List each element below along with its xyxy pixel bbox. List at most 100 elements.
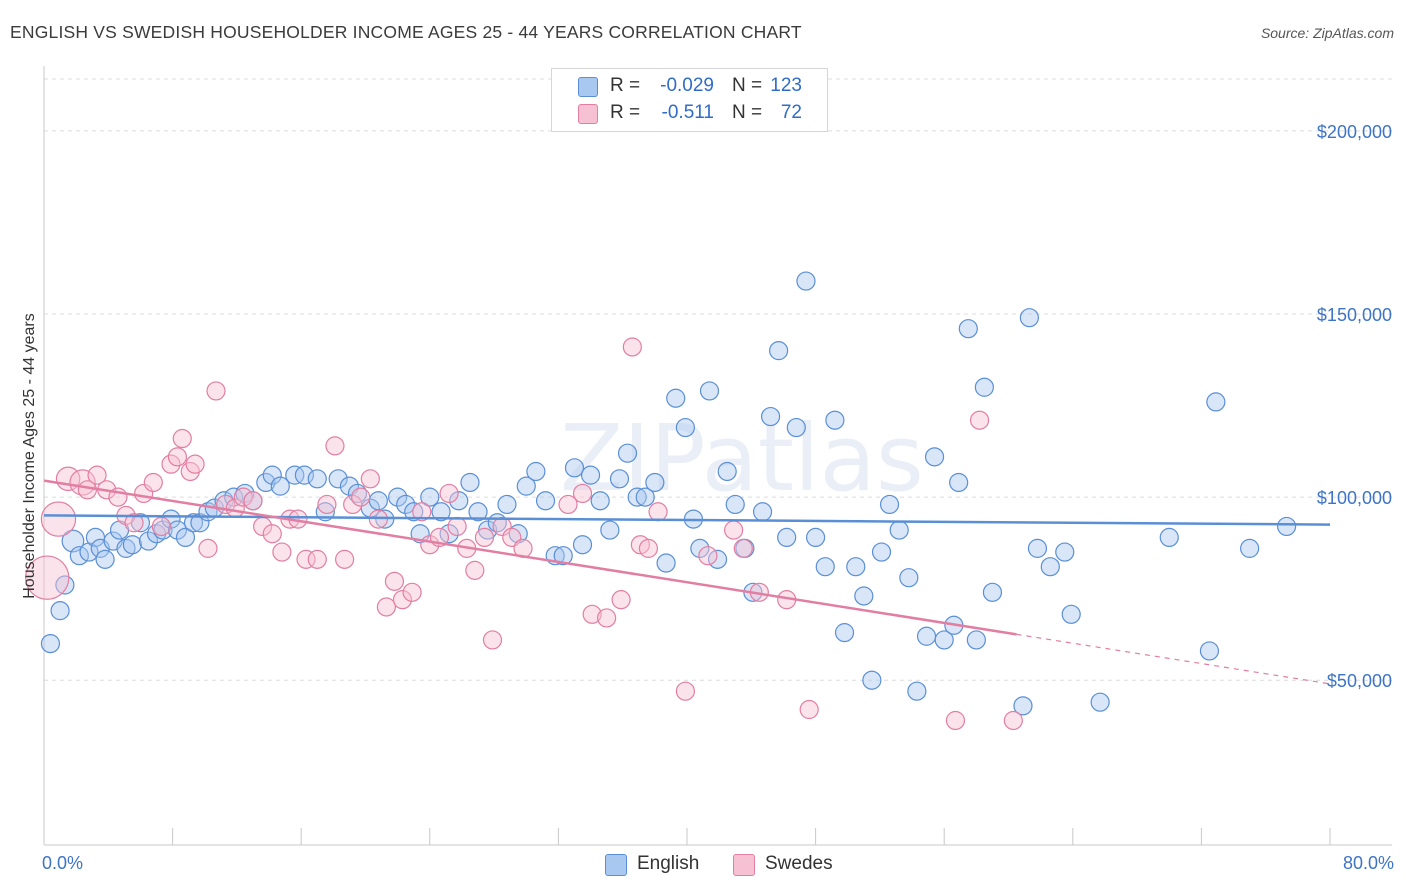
legend-r-value: -0.029 [660,75,714,96]
english-point [535,491,556,511]
english-point [449,491,469,511]
english-point [1159,527,1179,548]
swedes-point [40,501,77,537]
english-point [846,557,866,577]
english-point [40,633,61,654]
swedes-point [482,630,503,650]
swedes-point [675,681,695,701]
english-point [368,491,388,511]
english-point [834,623,855,643]
english-point [949,472,969,493]
swedes-point [343,494,363,515]
english-point [516,476,536,496]
english-point [460,472,480,493]
english-point [635,487,655,507]
x-tick-label: 80.0% [1343,853,1394,873]
english-trend-line [43,514,1331,526]
english-point [116,538,136,558]
legend-r-label: R = [610,75,641,96]
x-tick-label: 0.0% [42,853,83,873]
english-point [707,549,728,569]
swedes-point [402,582,422,602]
swedes-point [185,454,205,474]
english-point [609,469,630,489]
swedes-point [969,410,990,430]
swedes-point [172,428,192,449]
english-point [122,535,143,555]
english-point [924,447,945,467]
english-point [645,472,665,493]
swedes-point [582,604,602,624]
legend-n-label: N = [732,102,763,123]
swedes-point [412,502,432,522]
english-point [862,670,882,690]
english-point [270,476,290,496]
english-point [916,626,937,646]
swedes-point [597,608,617,628]
swedes-point [558,494,578,515]
english-point [95,549,115,569]
swedes-point [611,590,631,610]
english-point [1061,604,1081,624]
swedes-point [124,513,144,533]
swedes-point [272,542,292,562]
swedes-point [161,454,181,474]
english-point [572,535,593,555]
english-point [564,458,585,478]
swedes-point [233,487,253,507]
swedes-point [243,491,263,511]
english-point [508,524,528,544]
series-legend: English Swedes [0,852,1406,878]
english-point [1013,696,1033,716]
axes [43,66,1392,846]
english-point [899,568,919,588]
english-point [497,494,517,515]
y-tick-label: $100,000 [1317,488,1392,508]
english-point [1240,538,1260,558]
english-point [404,502,424,522]
english-point [958,319,978,339]
english-point [138,531,159,551]
swedes-point [151,516,171,537]
english-point [256,472,276,493]
english-point [1019,308,1039,328]
swedes-point [25,555,70,600]
english-point [1027,538,1048,558]
english-point [871,542,892,562]
swedes-trend-line-extension [1016,633,1331,685]
english-point [396,494,416,515]
legend-swatch-english [605,854,627,876]
english-point [285,465,305,485]
y-tick-label: $50,000 [1327,671,1392,691]
english-point [190,513,210,533]
english-point [1199,641,1220,661]
swedes-point [447,516,467,537]
english-point [854,586,874,606]
chart-source: Source: ZipAtlas.com [1260,25,1394,41]
english-point [1040,557,1060,577]
english-point [590,491,610,511]
swedes-point [492,516,512,537]
swedes-point [317,494,337,515]
english-point [183,513,204,533]
tick-labels: $50,000 $100,000 $150,000 $200,000 0.0% 80.0% [42,122,1394,873]
swedes-point [648,502,668,522]
y-axis-label: Householder Income Ages 25 - 44 years [21,313,38,599]
legend-r-label: R = [610,102,641,123]
english-point [526,461,546,482]
english-point [328,469,348,489]
y-tick-label: $200,000 [1317,122,1392,142]
swedes-point [198,538,218,558]
swedes-point [384,571,405,591]
english-point [786,417,806,438]
swedes-point [87,465,107,485]
english-point [55,575,75,595]
english-point [439,524,459,544]
swedes-point [360,469,380,489]
y-tick-label: $150,000 [1317,305,1392,325]
english-point [889,520,909,540]
swedes-point [733,538,753,558]
english-point [1090,692,1110,712]
legend-swatch-english [578,77,598,97]
